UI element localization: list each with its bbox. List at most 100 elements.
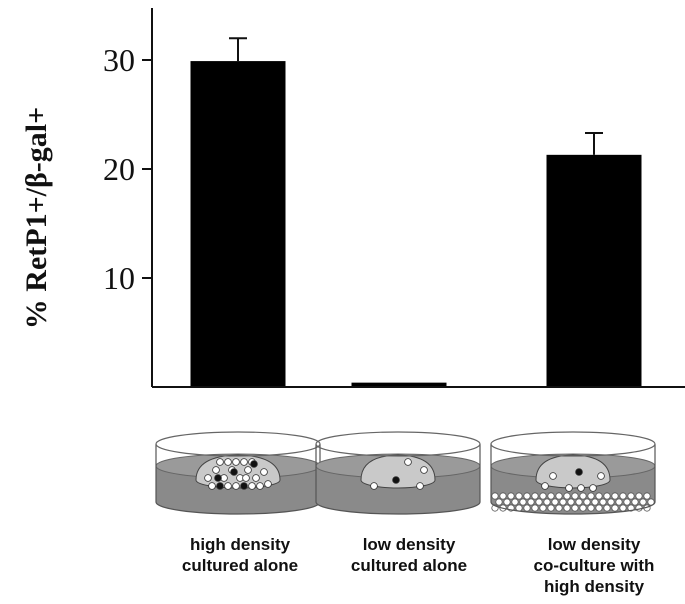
cell: [635, 492, 643, 500]
cell: [563, 492, 571, 500]
medium: [316, 466, 480, 514]
cell: [575, 468, 583, 476]
cell: [571, 492, 579, 500]
cell: [499, 492, 507, 500]
cell: [611, 492, 619, 500]
y-tick-label: 10: [103, 260, 135, 296]
axes: [151, 8, 685, 388]
cell: [643, 492, 651, 500]
cell: [539, 504, 547, 512]
cell: [647, 498, 655, 506]
cell: [214, 474, 222, 482]
cell: [216, 458, 224, 466]
cell: [416, 482, 424, 490]
cell: [607, 498, 615, 506]
cell: [208, 482, 216, 490]
cell: [579, 504, 587, 512]
cell: [627, 492, 635, 500]
cell: [603, 492, 611, 500]
cell: [583, 498, 591, 506]
cell: [563, 504, 571, 512]
dish-base: [490, 501, 656, 515]
cell: [543, 498, 551, 506]
cell: [631, 498, 639, 506]
cell: [591, 498, 599, 506]
y-ticks: 10 20 30: [103, 42, 152, 296]
cell: [589, 484, 597, 492]
cell: [595, 504, 603, 512]
cell: [495, 498, 503, 506]
cell: [565, 484, 573, 492]
cell: [619, 504, 627, 512]
cell: [511, 498, 519, 506]
y-tick-label: 20: [103, 151, 135, 187]
cell: [527, 498, 535, 506]
cell: [230, 468, 238, 476]
cell: [260, 468, 268, 476]
cell: [244, 466, 252, 474]
cell: [264, 480, 272, 488]
cell: [503, 498, 511, 506]
cell: [623, 498, 631, 506]
cell: [515, 492, 523, 500]
cell: [599, 498, 607, 506]
cell: [404, 458, 412, 466]
cell: [252, 474, 260, 482]
cell: [587, 492, 595, 500]
cell: [491, 492, 499, 500]
y-tick-label: 30: [103, 42, 135, 78]
cell: [232, 482, 240, 490]
cell: [224, 458, 232, 466]
cell: [250, 460, 258, 468]
cell: [597, 472, 605, 480]
low-density-dish: [315, 431, 481, 515]
cell: [555, 504, 563, 512]
cell: [539, 492, 547, 500]
dish-rim: [315, 431, 481, 457]
cell: [635, 504, 643, 512]
category-labels: high density cultured alone low density cul…: [182, 535, 655, 596]
y-axis-label: % RetP1+/β-gal+: [20, 107, 53, 329]
category-label: co-culture with: [534, 556, 655, 575]
cell: [567, 498, 575, 506]
cell: [547, 492, 555, 500]
cell: [248, 482, 256, 490]
high-density-dish: [155, 431, 321, 515]
cell: [204, 474, 212, 482]
cell: [577, 484, 585, 492]
cell: [549, 472, 557, 480]
co-culture-dish: [490, 431, 656, 515]
dish-base: [315, 501, 481, 515]
cell: [519, 498, 527, 506]
bar: [351, 382, 447, 386]
cell: [587, 504, 595, 512]
bar: [546, 154, 642, 386]
cell: [256, 482, 264, 490]
category-label: low density: [363, 535, 456, 554]
cell: [619, 492, 627, 500]
category-label: low density: [548, 535, 641, 554]
cell: [240, 458, 248, 466]
cell: [531, 504, 539, 512]
cell: [639, 498, 647, 506]
dish-base: [155, 501, 321, 515]
category-label: high density: [190, 535, 291, 554]
cell: [523, 492, 531, 500]
cell: [507, 492, 515, 500]
cell: [392, 476, 400, 484]
cell: [242, 474, 250, 482]
cell: [240, 482, 248, 490]
cell: [541, 482, 549, 490]
cell: [595, 492, 603, 500]
cell: [571, 504, 579, 512]
dish-rim: [155, 431, 321, 457]
cell: [420, 466, 428, 474]
cell: [555, 492, 563, 500]
cell: [559, 498, 567, 506]
bars: [190, 37, 642, 387]
cell: [531, 492, 539, 500]
cell: [547, 504, 555, 512]
cell: [551, 498, 559, 506]
cell: [603, 504, 611, 512]
